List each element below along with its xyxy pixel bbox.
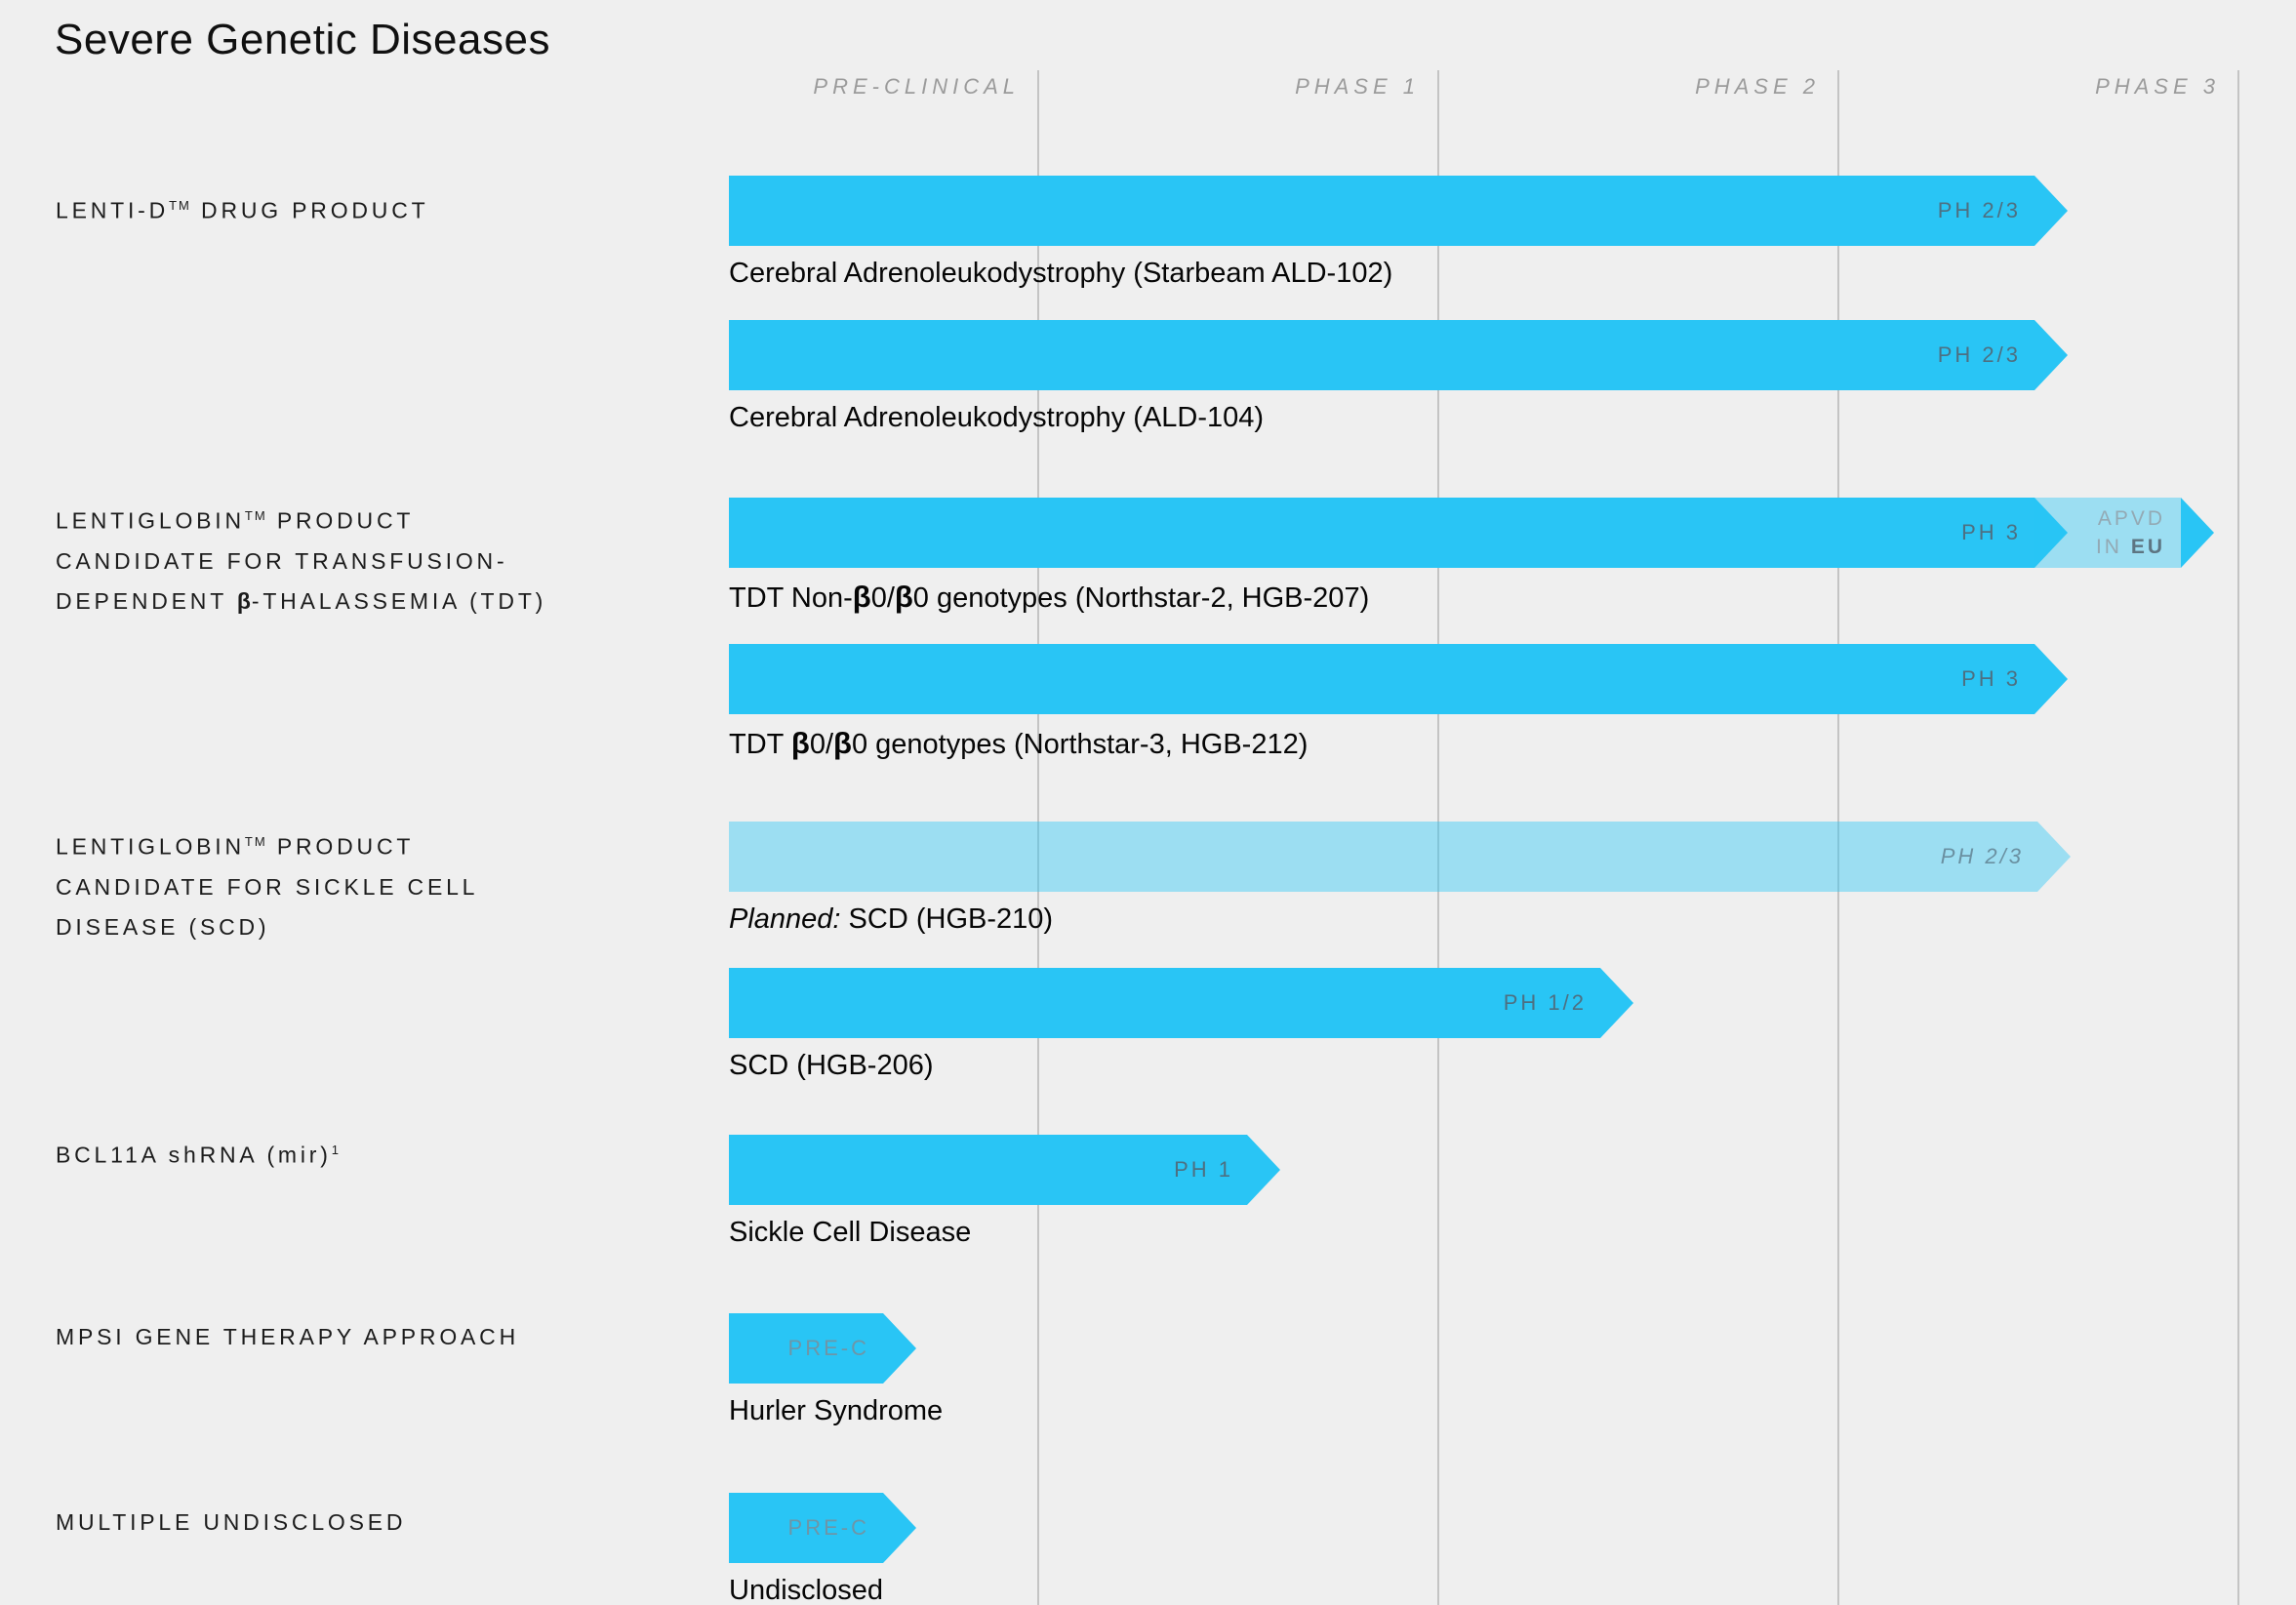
phase-gridline [1837,70,1839,1605]
bar-phase-label: PH 1/2 [1503,990,1587,1015]
program-label-line: LENTI-DTM DRUG PRODUCT [56,197,429,223]
bar-phase-label: PRE-C [787,1515,869,1540]
program-label-line: DEPENDENT β-THALASSEMIA (TDT) [56,587,547,614]
bar-phase-label: PH 3 [1961,666,2021,691]
phase-gridline [2237,70,2239,1605]
program-label-line: LENTIGLOBINTM PRODUCT [56,507,415,534]
pipeline-bar: PRE-C [729,1493,916,1563]
approval-label-line: IN EU [2095,536,2165,558]
bar-phase-label: PH 2/3 [1937,198,2021,222]
program-label-line: CANDIDATE FOR TRANSFUSION- [56,547,508,574]
bar-arrow-tip [1600,968,1633,1038]
bar-arrow-tip [2037,822,2071,892]
bar-arrow-tip [2034,320,2068,390]
bar-caption: SCD (HGB-206) [729,1050,934,1081]
approval-label-line: APVD [2097,507,2165,530]
bar-phase-label: PH 2/3 [1937,342,2021,367]
bar-arrow-tip [883,1313,916,1384]
phase-column-header: PHASE 1 [1295,74,1420,99]
bar-phase-label: PH 2/3 [1940,844,2024,868]
program-label-line: MULTIPLE UNDISCLOSED [56,1509,407,1535]
program-label: BCL11A shRNA (mir)1 [56,1130,709,1176]
program-label-line: DISEASE (SCD) [56,913,270,940]
phase-column-header: PRE-CLINICAL [813,74,1020,99]
pipeline-bar: PH 2/3 [729,822,2071,892]
phase-column-header: PHASE 2 [1695,74,1820,99]
pipeline-bar: PH 3 [729,644,2068,714]
program-label-line: BCL11A shRNA (mir)1 [56,1142,341,1168]
program-label: MPSI GENE THERAPY APPROACH [56,1317,709,1357]
bar-caption: Cerebral Adrenoleukodystrophy (ALD-104) [729,402,1265,433]
page-title: Severe Genetic Diseases [55,16,550,63]
bar-phase-label: PRE-C [787,1336,869,1360]
phase-gridline [1037,70,1039,1605]
bar-arrow-tip [883,1493,916,1563]
bar-phase-label: PH 1 [1174,1157,1233,1182]
program-label: LENTI-DTM DRUG PRODUCT [56,185,709,231]
bar-arrow-tip [1247,1135,1280,1205]
bar-caption: Undisclosed [729,1575,883,1605]
program-label: MULTIPLE UNDISCLOSED [56,1503,709,1543]
bar-caption: Cerebral Adrenoleukodystrophy (Starbeam … [729,258,1393,289]
bar-arrow-tip [2034,176,2068,246]
bar-caption: Sickle Cell Disease [729,1217,972,1248]
bar-caption: Planned: SCD (HGB-210) [729,903,1054,935]
pipeline-bar: PRE-C [729,1313,916,1384]
bar-caption: TDT Non-β0/β0 genotypes (Northstar-2, HG… [729,580,1370,614]
phase-column-header: PHASE 3 [2095,74,2220,99]
bar-arrow-tip [2034,644,2068,714]
program-label: LENTIGLOBINTM PRODUCT CANDIDATE FOR SICKL… [56,822,709,947]
pipeline-bar: PH 1/2 [729,968,1633,1038]
program-label-line: LENTIGLOBINTM PRODUCT [56,833,415,860]
pipeline-bar: PH 2/3 [729,320,2068,390]
phase-gridline [1437,70,1439,1605]
program-label-line: MPSI GENE THERAPY APPROACH [56,1324,519,1349]
program-label-line: CANDIDATE FOR SICKLE CELL [56,873,479,900]
pipeline-bar: PH 3 [729,498,2068,568]
bar-caption: TDT β0/β0 genotypes (Northstar-3, HGB-21… [729,726,1309,760]
pipeline-bar: PH 1 [729,1135,1280,1205]
bar-caption: Hurler Syndrome [729,1395,944,1426]
bar-arrow-tip [2034,498,2068,568]
program-label: LENTIGLOBINTM PRODUCT CANDIDATE FOR TRANS… [56,496,709,622]
bar-arrow-tip [2181,498,2214,568]
approval-arrow: APVD IN EU [2034,498,2214,568]
pipeline-bar: PH 2/3 [729,176,2068,246]
bar-phase-label: PH 3 [1961,520,2021,544]
